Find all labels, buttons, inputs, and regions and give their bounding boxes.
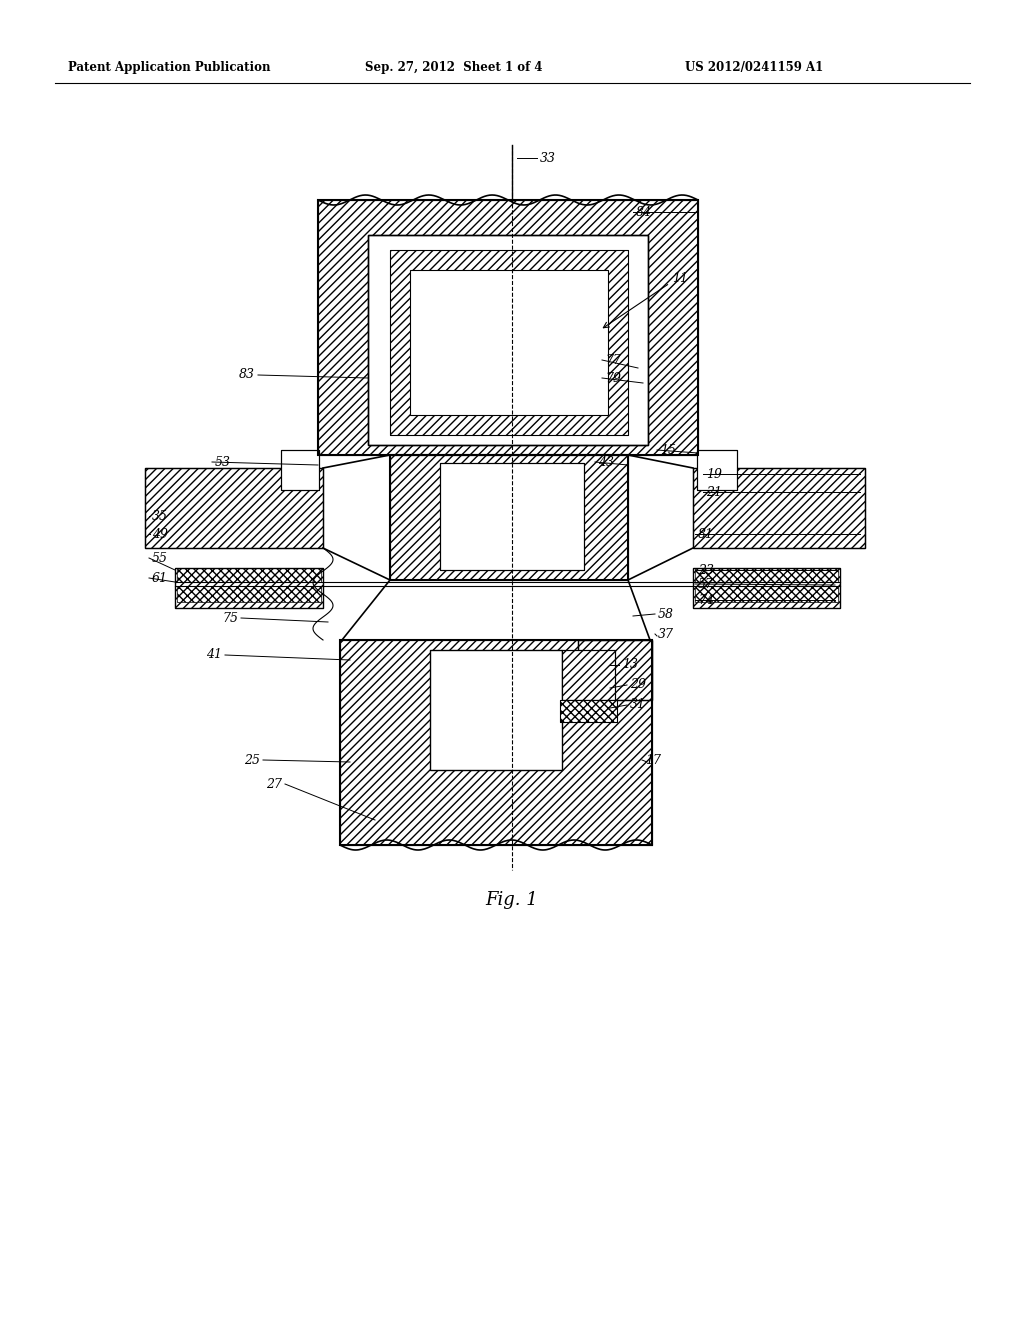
Bar: [562, 649, 615, 700]
Bar: [368, 235, 648, 445]
Bar: [145, 469, 323, 548]
Text: 57: 57: [698, 578, 714, 590]
Text: US 2012/0241159 A1: US 2012/0241159 A1: [685, 62, 823, 74]
Bar: [410, 271, 608, 414]
Text: 61: 61: [152, 572, 168, 585]
Text: 15: 15: [660, 444, 676, 457]
Text: Fig. 1: Fig. 1: [485, 891, 539, 909]
Bar: [693, 469, 865, 548]
Text: 35: 35: [152, 510, 168, 523]
Text: 33: 33: [540, 152, 556, 165]
Bar: [340, 640, 652, 845]
Bar: [145, 469, 323, 548]
Bar: [340, 640, 652, 845]
Text: 58: 58: [658, 607, 674, 620]
Text: 11: 11: [672, 272, 688, 285]
Bar: [390, 249, 628, 436]
Text: 53: 53: [215, 455, 231, 469]
Bar: [695, 586, 838, 602]
Bar: [697, 450, 737, 490]
Text: 77: 77: [605, 354, 621, 367]
Text: 41: 41: [206, 648, 222, 661]
Text: 83: 83: [239, 368, 255, 381]
Text: 23: 23: [698, 564, 714, 577]
Text: 21: 21: [706, 486, 722, 499]
Bar: [578, 640, 652, 700]
Bar: [281, 450, 319, 490]
Text: 27: 27: [266, 777, 282, 791]
Bar: [560, 700, 617, 722]
Bar: [175, 568, 323, 609]
Text: 31: 31: [630, 698, 646, 711]
Bar: [697, 450, 737, 490]
Bar: [430, 649, 562, 770]
Bar: [440, 463, 584, 570]
Bar: [390, 249, 628, 436]
Bar: [693, 568, 840, 609]
Bar: [368, 235, 648, 445]
Text: 37: 37: [658, 627, 674, 640]
Text: 19: 19: [706, 467, 722, 480]
Bar: [695, 568, 838, 582]
Bar: [390, 455, 628, 579]
Text: 13: 13: [622, 659, 638, 672]
Bar: [177, 586, 321, 602]
Bar: [390, 455, 628, 579]
Bar: [281, 450, 319, 490]
Bar: [560, 700, 617, 722]
Text: 29: 29: [630, 678, 646, 692]
Bar: [440, 463, 584, 570]
Bar: [693, 568, 840, 609]
Bar: [693, 469, 865, 548]
Text: Sep. 27, 2012  Sheet 1 of 4: Sep. 27, 2012 Sheet 1 of 4: [365, 62, 543, 74]
Bar: [578, 640, 652, 700]
Text: 55: 55: [152, 552, 168, 565]
Text: 75: 75: [222, 611, 238, 624]
Bar: [562, 649, 615, 700]
Bar: [318, 201, 698, 455]
Text: 17: 17: [645, 754, 662, 767]
Bar: [318, 201, 698, 455]
Text: 84: 84: [636, 206, 652, 219]
Text: 49: 49: [152, 528, 168, 540]
Text: 43: 43: [598, 455, 614, 469]
Text: 81: 81: [698, 528, 714, 540]
Text: Patent Application Publication: Patent Application Publication: [68, 62, 270, 74]
Text: 74: 74: [698, 594, 714, 606]
Bar: [177, 568, 321, 582]
Text: 25: 25: [244, 754, 260, 767]
Text: 79: 79: [605, 371, 621, 384]
Bar: [175, 568, 323, 609]
